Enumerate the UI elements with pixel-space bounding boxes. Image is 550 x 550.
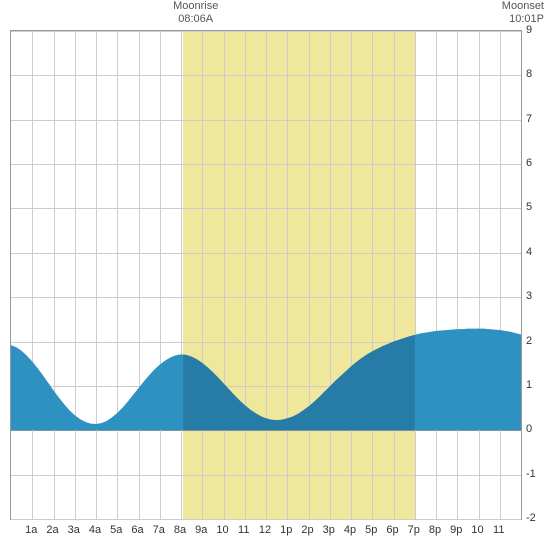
x-tick-label: 2a [46,524,58,536]
y-tick-label: 9 [526,24,546,36]
chart-header: Moonrise 08:06A Moonset 10:01P [0,0,550,28]
y-tick-label: 0 [526,423,546,435]
x-tick-label: 1a [25,524,37,536]
x-tick-label: 6p [386,524,398,536]
y-tick-label: 8 [526,68,546,80]
moonrise-label: Moonrise [173,0,218,13]
moonrise-time: 08:06A [173,13,218,26]
x-tick-label: 10 [216,524,228,536]
y-tick-label: 5 [526,201,546,213]
y-tick-label: 1 [526,379,546,391]
x-tick-label: 4p [344,524,356,536]
y-tick-label: 3 [526,290,546,302]
moonset-label-group: Moonset 10:01P [502,0,544,26]
y-tick-label: 6 [526,157,546,169]
x-tick-label: 7a [153,524,165,536]
x-tick-label: 8p [429,524,441,536]
x-tick-label: 7p [408,524,420,536]
x-tick-label: 11 [493,524,504,536]
y-tick-label: -1 [526,468,546,480]
x-tick-label: 3a [68,524,80,536]
plot-area [10,30,522,520]
x-tick-label: 2p [301,524,313,536]
y-tick-label: 2 [526,335,546,347]
x-tick-label: 5p [365,524,377,536]
x-tick-label: 5a [110,524,122,536]
x-tick-label: 9p [450,524,462,536]
tide-chart: Moonrise 08:06A Moonset 10:01P -2-101234… [0,0,550,550]
x-tick-label: 1p [280,524,292,536]
y-tick-label: 4 [526,246,546,258]
x-tick-label: 12 [259,524,271,536]
moonset-label: Moonset [502,0,544,13]
moonrise-label-group: Moonrise 08:06A [173,0,218,26]
x-tick-label: 3p [323,524,335,536]
x-tick-label: 11 [238,524,249,536]
tide-area [11,31,521,519]
x-tick-label: 6a [131,524,143,536]
y-tick-label: 7 [526,113,546,125]
x-tick-label: 8a [174,524,186,536]
x-tick-label: 4a [89,524,101,536]
gridline-h [11,519,521,520]
x-tick-label: 9a [195,524,207,536]
tide-area-path [11,329,521,431]
x-tick-label: 10 [471,524,483,536]
y-tick-label: -2 [526,512,546,524]
